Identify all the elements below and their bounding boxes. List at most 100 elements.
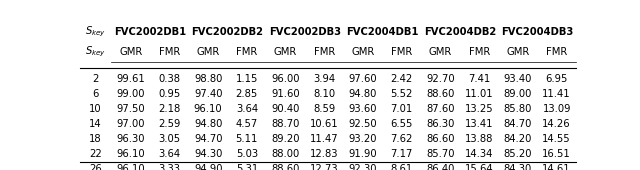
Text: 94.70: 94.70 bbox=[194, 134, 222, 144]
Text: 14: 14 bbox=[90, 119, 102, 129]
Text: 97.00: 97.00 bbox=[116, 119, 145, 129]
Text: 8.61: 8.61 bbox=[390, 164, 413, 170]
Text: 14.61: 14.61 bbox=[542, 164, 571, 170]
Text: 13.25: 13.25 bbox=[465, 104, 493, 114]
Text: FVC2004DB1: FVC2004DB1 bbox=[346, 27, 419, 37]
Text: 84.30: 84.30 bbox=[504, 164, 532, 170]
Text: 5.31: 5.31 bbox=[236, 164, 258, 170]
Text: 6.95: 6.95 bbox=[545, 74, 568, 84]
Text: 96.10: 96.10 bbox=[194, 104, 223, 114]
Text: FVC2004DB2: FVC2004DB2 bbox=[424, 27, 496, 37]
Text: 14.26: 14.26 bbox=[542, 119, 571, 129]
Text: 96.10: 96.10 bbox=[116, 149, 145, 159]
Text: $S_{key}$: $S_{key}$ bbox=[85, 25, 106, 39]
Text: 11.47: 11.47 bbox=[310, 134, 339, 144]
Text: 96.00: 96.00 bbox=[271, 74, 300, 84]
Text: 5.03: 5.03 bbox=[236, 149, 258, 159]
Text: 10: 10 bbox=[90, 104, 102, 114]
Text: 7.01: 7.01 bbox=[390, 104, 413, 114]
Text: FVC2002DB1: FVC2002DB1 bbox=[114, 27, 186, 37]
Text: 2.42: 2.42 bbox=[390, 74, 413, 84]
Text: 84.70: 84.70 bbox=[504, 119, 532, 129]
Text: 13.88: 13.88 bbox=[465, 134, 493, 144]
Text: 98.80: 98.80 bbox=[194, 74, 222, 84]
Text: 85.20: 85.20 bbox=[504, 149, 532, 159]
Text: 3.94: 3.94 bbox=[313, 74, 335, 84]
Text: 2.59: 2.59 bbox=[158, 119, 180, 129]
Text: 93.40: 93.40 bbox=[504, 74, 532, 84]
Text: 10.61: 10.61 bbox=[310, 119, 339, 129]
Text: GMR: GMR bbox=[506, 47, 529, 57]
Text: 94.80: 94.80 bbox=[349, 89, 377, 99]
Text: 1.15: 1.15 bbox=[236, 74, 258, 84]
Text: 94.30: 94.30 bbox=[194, 149, 222, 159]
Text: 93.60: 93.60 bbox=[349, 104, 377, 114]
Text: 8.59: 8.59 bbox=[313, 104, 335, 114]
Text: 92.70: 92.70 bbox=[426, 74, 455, 84]
Text: 3.64: 3.64 bbox=[158, 149, 180, 159]
Text: 7.41: 7.41 bbox=[468, 74, 490, 84]
Text: 14.55: 14.55 bbox=[542, 134, 571, 144]
Text: 5.11: 5.11 bbox=[236, 134, 258, 144]
Text: 14.34: 14.34 bbox=[465, 149, 493, 159]
Text: 92.30: 92.30 bbox=[349, 164, 377, 170]
Text: 99.61: 99.61 bbox=[116, 74, 145, 84]
Text: 97.50: 97.50 bbox=[116, 104, 145, 114]
Text: 87.60: 87.60 bbox=[426, 104, 454, 114]
Text: 7.17: 7.17 bbox=[390, 149, 413, 159]
Text: 97.60: 97.60 bbox=[349, 74, 378, 84]
Text: 88.00: 88.00 bbox=[271, 149, 300, 159]
Text: 86.60: 86.60 bbox=[426, 134, 454, 144]
Text: 94.80: 94.80 bbox=[194, 119, 222, 129]
Text: 85.80: 85.80 bbox=[504, 104, 532, 114]
Text: FMR: FMR bbox=[236, 47, 257, 57]
Text: 88.70: 88.70 bbox=[271, 119, 300, 129]
Text: 2: 2 bbox=[92, 74, 99, 84]
Text: 3.05: 3.05 bbox=[158, 134, 180, 144]
Text: 84.20: 84.20 bbox=[504, 134, 532, 144]
Text: 12.73: 12.73 bbox=[310, 164, 339, 170]
Text: FMR: FMR bbox=[159, 47, 180, 57]
Text: 2.85: 2.85 bbox=[236, 89, 258, 99]
Text: 11.01: 11.01 bbox=[465, 89, 493, 99]
Text: 96.10: 96.10 bbox=[116, 164, 145, 170]
Text: 93.20: 93.20 bbox=[349, 134, 377, 144]
Text: 18: 18 bbox=[90, 134, 102, 144]
Text: 16.51: 16.51 bbox=[542, 149, 571, 159]
Text: FMR: FMR bbox=[546, 47, 567, 57]
Text: 90.40: 90.40 bbox=[271, 104, 300, 114]
Text: 12.83: 12.83 bbox=[310, 149, 339, 159]
Text: 5.52: 5.52 bbox=[390, 89, 413, 99]
Text: FMR: FMR bbox=[391, 47, 412, 57]
Text: 7.62: 7.62 bbox=[390, 134, 413, 144]
Text: 22: 22 bbox=[90, 149, 102, 159]
Text: GMR: GMR bbox=[274, 47, 297, 57]
Text: GMR: GMR bbox=[351, 47, 374, 57]
Text: 3.64: 3.64 bbox=[236, 104, 258, 114]
Text: 6: 6 bbox=[92, 89, 99, 99]
Text: 99.00: 99.00 bbox=[116, 89, 145, 99]
Text: 92.50: 92.50 bbox=[349, 119, 378, 129]
Text: FVC2002DB2: FVC2002DB2 bbox=[191, 27, 264, 37]
Text: 0.38: 0.38 bbox=[159, 74, 180, 84]
Text: 96.30: 96.30 bbox=[116, 134, 145, 144]
Text: 88.60: 88.60 bbox=[426, 89, 454, 99]
Text: 4.57: 4.57 bbox=[236, 119, 258, 129]
Text: 94.90: 94.90 bbox=[194, 164, 222, 170]
Text: 89.00: 89.00 bbox=[504, 89, 532, 99]
Text: 97.40: 97.40 bbox=[194, 89, 222, 99]
Text: 89.20: 89.20 bbox=[271, 134, 300, 144]
Text: 8.10: 8.10 bbox=[313, 89, 335, 99]
Text: 2.18: 2.18 bbox=[158, 104, 180, 114]
Text: 91.60: 91.60 bbox=[271, 89, 300, 99]
Text: 6.55: 6.55 bbox=[390, 119, 413, 129]
Text: GMR: GMR bbox=[429, 47, 452, 57]
Text: 86.40: 86.40 bbox=[426, 164, 454, 170]
Text: FMR: FMR bbox=[468, 47, 490, 57]
Text: 88.60: 88.60 bbox=[271, 164, 300, 170]
Text: 15.64: 15.64 bbox=[465, 164, 493, 170]
Text: $S_{key}$: $S_{key}$ bbox=[85, 45, 106, 59]
Text: 11.41: 11.41 bbox=[542, 89, 571, 99]
Text: 85.70: 85.70 bbox=[426, 149, 454, 159]
Text: 0.95: 0.95 bbox=[158, 89, 180, 99]
